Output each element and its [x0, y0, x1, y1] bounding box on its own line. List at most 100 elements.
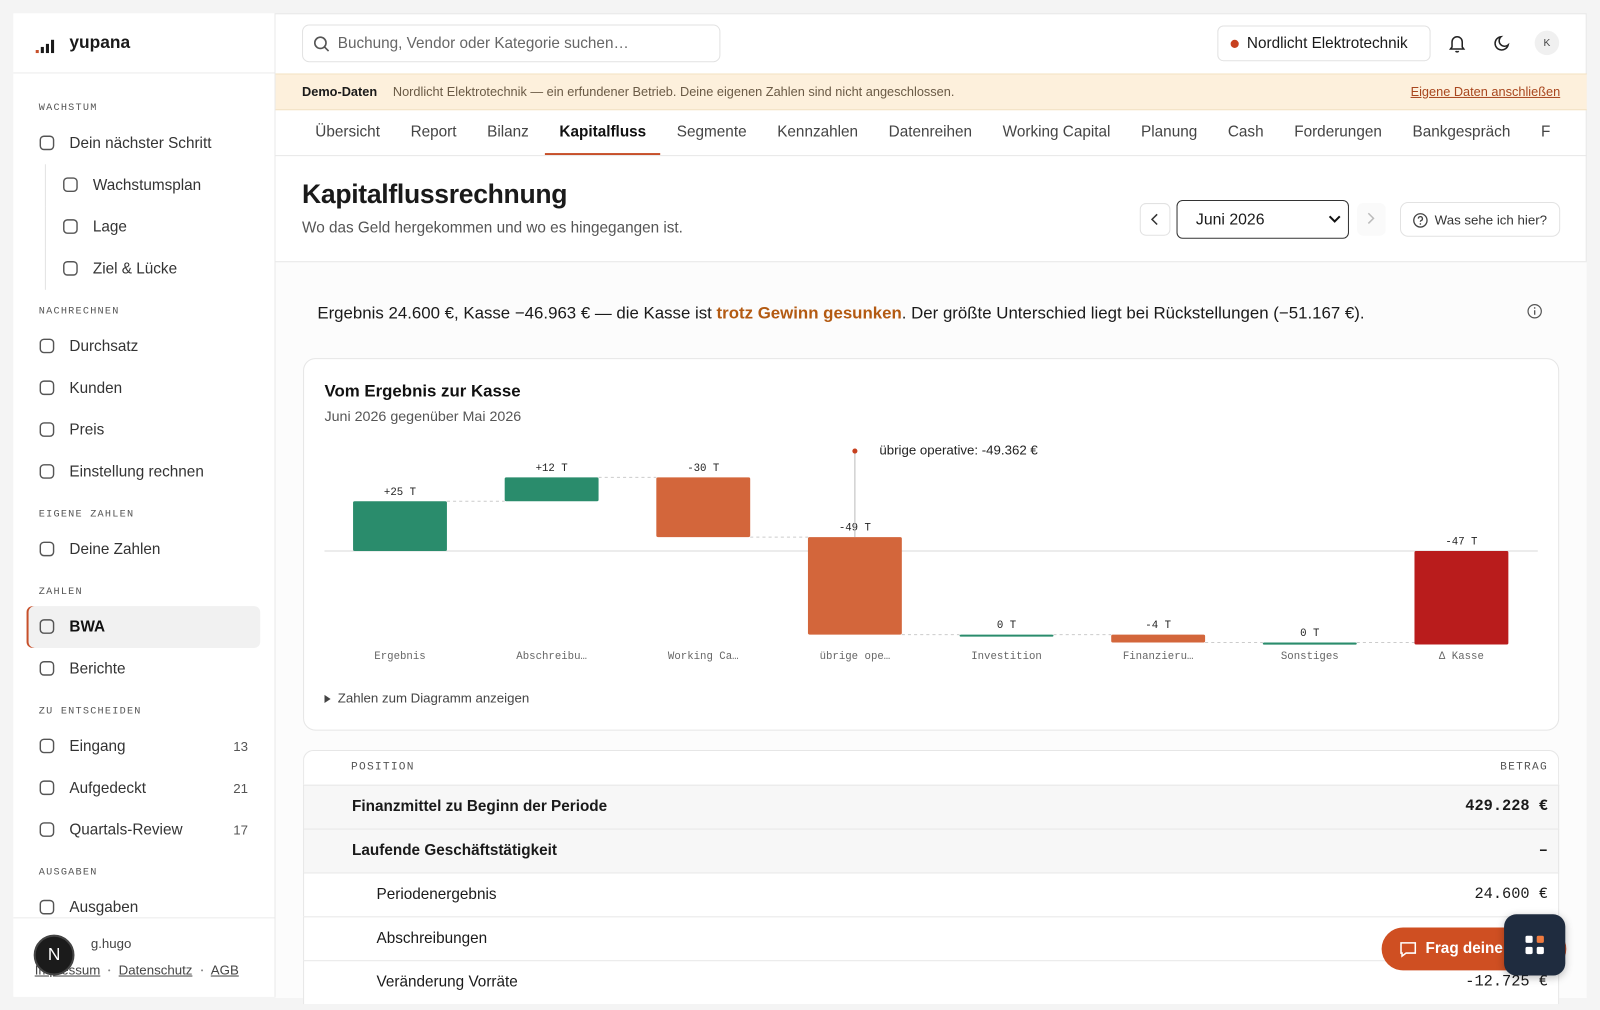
nav-icon [63, 261, 78, 276]
row-label: Periodenergebnis [376, 885, 497, 904]
tab[interactable]: Working Capital [1002, 123, 1111, 141]
nav-label: Durchsatz [69, 337, 139, 355]
nav-icon [39, 822, 55, 837]
info-icon[interactable] [1527, 303, 1543, 319]
chevron-right [1367, 212, 1375, 225]
tab[interactable]: Report [410, 123, 457, 141]
nav-item[interactable]: Dein nächster Schritt [13, 122, 274, 164]
tab[interactable]: Cash [1227, 123, 1264, 141]
period-value: Juni 2026 [1195, 211, 1265, 229]
divider [275, 155, 1587, 157]
nav-icon [39, 780, 55, 796]
section-title: ZAHLEN [38, 586, 83, 598]
nav-item[interactable]: Aufgedeckt 21 [13, 767, 274, 809]
nav-label: Wachstumsplan [92, 176, 202, 194]
theme-icon[interactable] [1494, 34, 1512, 52]
value-label: -30 T [687, 463, 720, 475]
search-box[interactable]: Buchung, Vendor oder Kategorie suchen… [302, 24, 721, 63]
tab[interactable]: Forderungen [1294, 123, 1382, 141]
nav-subitem[interactable]: Lage [13, 205, 274, 248]
icon-shape [39, 380, 55, 396]
details-toggle[interactable]: Zahlen zum Diagramm anzeigen [338, 690, 529, 705]
bell-icon[interactable] [1448, 34, 1466, 53]
help-button[interactable]: Was sehe ich hier? [1399, 202, 1561, 237]
toggle-triangle[interactable] [324, 694, 331, 704]
icon-shape [39, 541, 55, 557]
nav-item[interactable]: Preis [13, 409, 274, 451]
tab[interactable]: Datenreihen [888, 123, 973, 141]
row-value: 429.228 € [1465, 797, 1548, 816]
bar [656, 477, 751, 538]
nav-label: Berichte [69, 659, 126, 678]
summary: Ergebnis 24.600 €, Kasse −46.963 € — die… [317, 304, 1364, 323]
next-period[interactable] [1357, 203, 1386, 236]
nav-subitem[interactable]: Ziel & Lücke [13, 247, 274, 290]
banner-link[interactable]: Eigene Daten anschließen [1410, 84, 1561, 99]
company-switch[interactable]: Nordlicht Elektrotechnik [1217, 25, 1431, 62]
value-label: +25 T [384, 487, 417, 499]
bar [807, 537, 902, 635]
nav-icon [63, 177, 78, 193]
icon-shape [63, 177, 78, 193]
period-select[interactable]: Juni 2026 [1176, 199, 1349, 239]
tab[interactable]: Kennzahlen [777, 123, 859, 141]
value-label: -4 T [1145, 620, 1171, 632]
tree-line [44, 205, 46, 248]
footer-link[interactable]: AGB [210, 962, 239, 978]
nav-icon [39, 541, 55, 557]
chart-card: Vom Ergebnis zur Kasse Juni 2026 gegenüb… [303, 358, 1560, 731]
footer-link[interactable]: Datenschutz [118, 962, 193, 978]
tab[interactable]: Kapitalfluss [545, 110, 661, 156]
tab[interactable]: Bankgespräch [1412, 123, 1511, 141]
table-row: Finanzmittel zu Beginn der Periode 429.22… [303, 784, 1560, 829]
nav-item[interactable]: Quartals-Review 17 [13, 809, 274, 851]
bar [959, 634, 1054, 637]
nav-item[interactable]: Berichte [13, 647, 274, 689]
user-avatar[interactable]: K [1534, 30, 1560, 56]
nav-label: Deine Zahlen [69, 540, 161, 558]
nav-item[interactable]: Eingang 13 [13, 725, 274, 767]
column-header: POSITION [351, 761, 415, 774]
tab[interactable]: Planung [1141, 123, 1198, 141]
nav-icon [39, 619, 55, 634]
nav-item[interactable]: Ausgaben [13, 886, 274, 917]
annotation-dot [852, 448, 858, 454]
nav-icon [39, 464, 55, 479]
nav-label: Lage [92, 217, 127, 236]
sidebar: yupana WACHSTUM Dein nächster Schritt Wach… [13, 13, 276, 997]
separator-dot [200, 968, 203, 971]
page-subtitle: Wo das Geld hergekommen und wo es hingeg… [302, 219, 683, 237]
prev-period[interactable] [1139, 203, 1171, 236]
row-label: Abschreibungen [376, 929, 488, 947]
section-title: WACHSTUM [38, 102, 98, 114]
tab[interactable]: Übersicht [315, 123, 380, 141]
icon-shape [39, 422, 55, 437]
summary-highlight: trotz Gewinn gesunken [716, 304, 902, 323]
divider [13, 72, 275, 74]
nav-item[interactable]: Deine Zahlen [13, 528, 274, 570]
tab[interactable]: Segmente [676, 123, 747, 141]
value-label: +12 T [536, 463, 569, 475]
nav-subitem[interactable]: Wachstumsplan [13, 163, 274, 206]
table-row: Periodenergebnis 24.600 € [303, 872, 1560, 917]
section-title: EIGENE ZAHLEN [38, 508, 135, 520]
nav-item[interactable]: Einstellung rechnen [13, 451, 274, 493]
nav-icon [39, 135, 55, 151]
tab[interactable]: F [1540, 123, 1551, 141]
tab-bar: Übersicht Report Bilanz Kapitalfluss Segment… [301, 110, 1574, 156]
category-label: Sonstiges [1281, 651, 1339, 663]
avatar-n[interactable]: N [33, 934, 75, 976]
tree-line [44, 163, 46, 206]
nav-item[interactable]: Kunden [13, 367, 274, 409]
apps-icon [1525, 935, 1544, 955]
icon-shape [39, 899, 55, 915]
apps-button[interactable] [1504, 914, 1566, 976]
icon-shape [39, 661, 55, 676]
nav-item[interactable]: BWA [26, 605, 261, 648]
nav-item[interactable]: Durchsatz [13, 325, 274, 367]
table-row: Laufende Geschäftstätigkeit – [303, 828, 1560, 873]
divider [13, 917, 275, 919]
brand-logo [35, 39, 55, 54]
icon-shape [39, 135, 55, 151]
tab[interactable]: Bilanz [487, 123, 529, 141]
